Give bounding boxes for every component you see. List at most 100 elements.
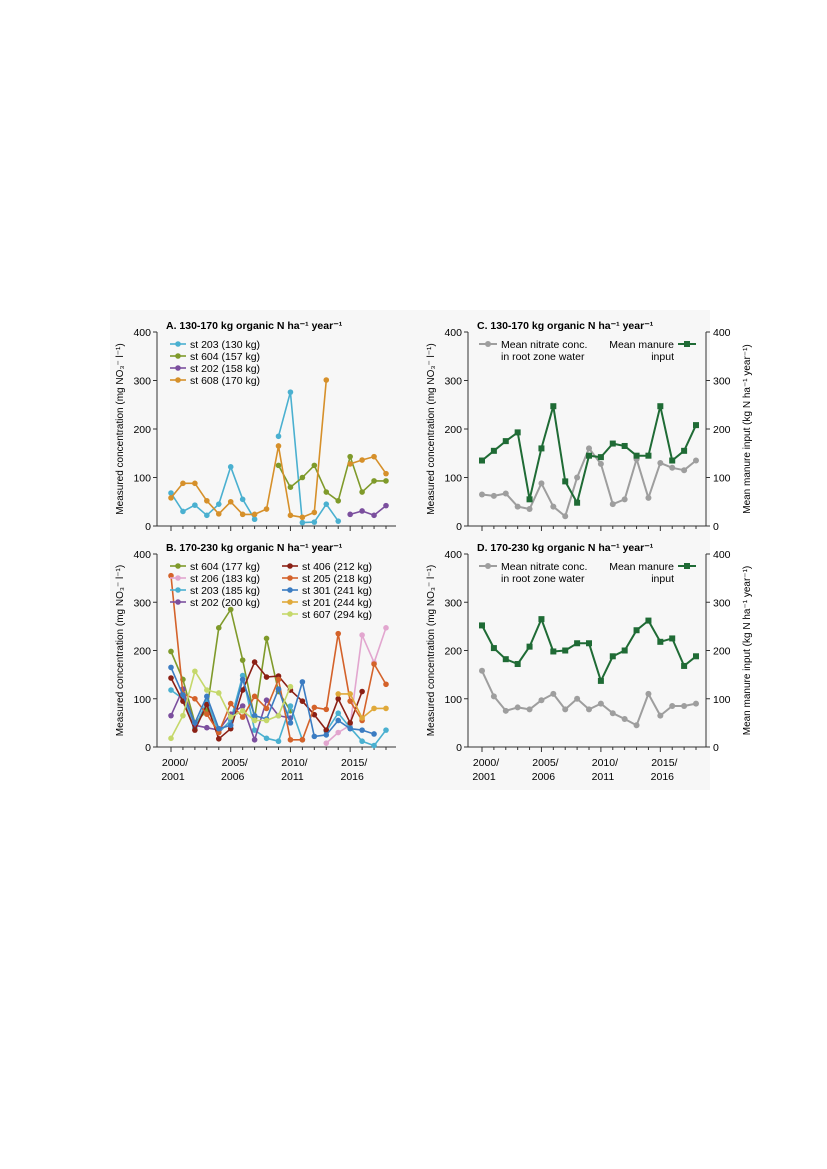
series-202 [347, 502, 389, 519]
data-point [180, 692, 186, 698]
legend-label: st 202 (200 kg) [190, 597, 260, 609]
data-point [371, 731, 377, 737]
y2-tick-label: 0 [713, 742, 719, 754]
data-point [168, 687, 174, 693]
legend-marker [175, 563, 181, 569]
y-tick-label: 300 [444, 597, 462, 609]
data-point [538, 480, 545, 487]
data-point [383, 625, 389, 631]
data-point [251, 511, 258, 518]
data-point [299, 679, 306, 685]
data-point [323, 727, 330, 733]
data-point [204, 724, 210, 731]
y-axis-label: Measured concentration (mg NO₃⁻ l⁻¹) [426, 343, 437, 514]
data-point [383, 727, 389, 733]
data-point [347, 453, 353, 460]
data-point [204, 687, 210, 693]
legend-entry: st 203 (130 kg) [170, 339, 260, 351]
data-point [180, 480, 186, 487]
x-tick-label: 2000/ [473, 757, 499, 769]
x-tick-label: 2001 [161, 771, 185, 783]
data-point [311, 733, 318, 740]
legend-marker [684, 341, 690, 347]
y-tick-label: 300 [444, 376, 462, 388]
data-point [669, 635, 676, 642]
data-point [311, 519, 318, 525]
data-point [263, 697, 270, 703]
legend-label: st 406 (212 kg) [302, 561, 372, 573]
data-point [347, 461, 353, 467]
legend-marker [287, 587, 293, 593]
data-point [371, 478, 377, 484]
data-point [204, 693, 210, 700]
data-point [215, 501, 222, 507]
data-point [168, 572, 174, 579]
data-point [645, 617, 652, 624]
data-point [633, 722, 640, 729]
y-tick-label: 400 [133, 549, 151, 561]
data-point [621, 647, 628, 654]
data-point [574, 474, 581, 481]
legend-marker [175, 353, 181, 359]
legend-marker [175, 599, 181, 605]
data-point [359, 738, 365, 745]
y-axis-label: Measured concentration (mg NO₃⁻ l⁻¹) [426, 565, 437, 736]
data-point [323, 706, 330, 713]
data-point [275, 462, 282, 469]
legend-label: st 608 (170 kg) [190, 375, 260, 387]
data-point [621, 496, 628, 503]
data-point [263, 635, 270, 642]
data-point [287, 720, 294, 726]
x-tick-label: 2005/ [532, 757, 558, 769]
series-line [349, 504, 387, 517]
data-point [562, 706, 569, 713]
legend-label: Mean nitrate conc. [501, 339, 587, 351]
data-point [479, 667, 485, 674]
legend-marker [175, 587, 181, 593]
data-point [371, 453, 377, 460]
data-point [645, 452, 652, 459]
series-608 [168, 377, 389, 521]
data-point [371, 661, 377, 667]
data-point [192, 720, 198, 726]
legend-label: st 201 (244 kg) [302, 597, 372, 609]
data-point [287, 736, 294, 743]
data-point [239, 703, 246, 709]
y2-tick-label: 200 [713, 424, 731, 436]
y-tick-label: 200 [444, 646, 462, 658]
data-point [383, 470, 389, 477]
x-tick-label: 2015/ [341, 757, 367, 769]
legend-label: in root zone water [501, 351, 585, 363]
legend-label: st 301 (241 kg) [302, 585, 372, 597]
data-point [263, 506, 270, 512]
legend-marker [684, 563, 690, 569]
data-point [299, 698, 306, 704]
data-point [251, 736, 258, 743]
legend-marker [485, 563, 491, 569]
data-point [669, 457, 676, 464]
data-point [514, 429, 521, 436]
legend-entry: Mean nitrate conc.in root zone water [479, 561, 587, 585]
y2-axis-label: Mean manure input (kg N ha⁻¹ year⁻¹) [742, 566, 753, 736]
data-point [383, 502, 389, 509]
y-tick-label: 100 [133, 694, 151, 706]
data-point [693, 422, 699, 429]
data-point [609, 440, 616, 447]
data-point [168, 664, 174, 671]
data-point [633, 627, 640, 634]
series-406 [168, 659, 365, 742]
legend-entry: st 206 (183 kg) [170, 573, 260, 585]
data-point [335, 710, 342, 717]
data-point [215, 690, 222, 696]
x-tick-label: 2011 [592, 771, 615, 783]
legend-label: st 205 (218 kg) [302, 573, 372, 585]
data-point [669, 464, 676, 471]
data-point [359, 508, 365, 514]
data-point [239, 672, 246, 679]
legend-marker [287, 575, 293, 581]
data-point [204, 512, 210, 519]
data-point [526, 706, 533, 713]
data-point [323, 377, 330, 383]
